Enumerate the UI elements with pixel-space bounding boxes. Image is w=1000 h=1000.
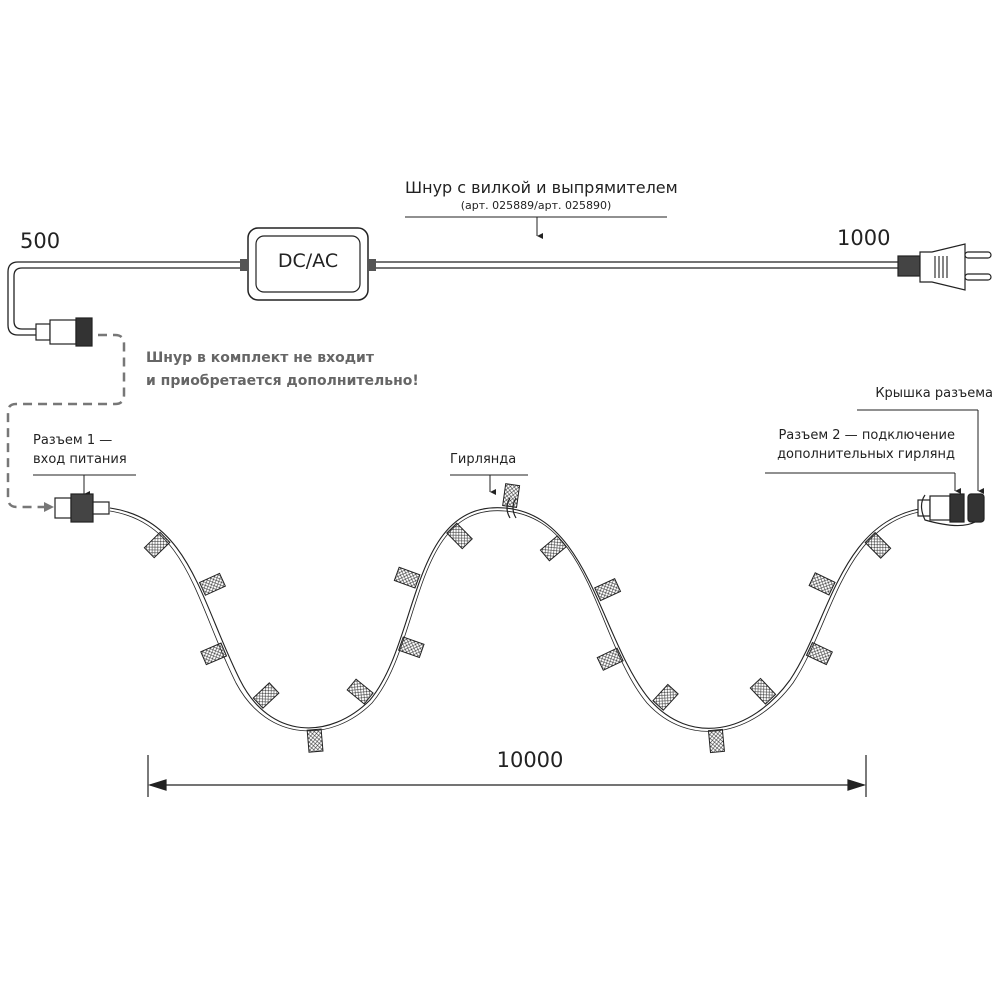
led-bulb [143,531,171,559]
garland-bulbs [143,483,892,754]
note-line1: Шнур в комплект не входит [146,350,374,366]
dimension-label: 10000 [496,748,564,772]
led-bulb [596,647,624,671]
led-bulb [864,531,892,559]
led-bulb [200,642,228,666]
connector2-label-line1: Разъем 2 — подключение [778,428,955,443]
led-bulb [346,678,374,705]
led-bulb [805,641,833,666]
connector2-socket [917,493,985,527]
led-bulb [198,572,227,596]
input-connector-plug [35,317,93,347]
rectifier-label: DC/AC [277,250,339,272]
cord-title: Шнур с вилкой и выпрямителем [405,178,678,197]
connector1-plug [54,493,110,523]
plug-icon [897,243,992,291]
garland-wire [109,507,926,732]
led-bulb [306,728,324,753]
garland-label: Гирлянда [450,452,517,467]
dimension-line [147,755,867,797]
cap-label: Крышка разъема [875,386,993,401]
connector1-label-line2: вход питания [33,452,127,467]
dashed-arrowhead [44,502,54,512]
led-bulb [397,636,425,659]
length-1000: 1000 [837,226,891,250]
power-cord [7,261,900,336]
led-bulb [808,572,836,596]
connector2-label-line2: дополнительных гирлянд [777,447,955,462]
optional-cord-dashed [6,333,126,509]
led-bulb [446,522,473,550]
cord-article: (арт. 025889/арт. 025890) [460,199,612,212]
note-line2: и приобретается дополнительно! [146,373,419,389]
led-bulb [594,578,622,602]
rectifier-box [240,227,376,301]
led-bulb [393,566,421,589]
led-bulb [502,483,521,509]
led-bulb [707,728,725,754]
led-bulb [749,677,777,705]
connector1-label-line1: Разъем 1 — [33,433,113,448]
wire-break-mark [506,497,517,519]
length-500: 500 [20,229,61,253]
led-bulb [652,683,679,711]
led-bulb [252,682,280,709]
led-bulb [539,535,567,562]
